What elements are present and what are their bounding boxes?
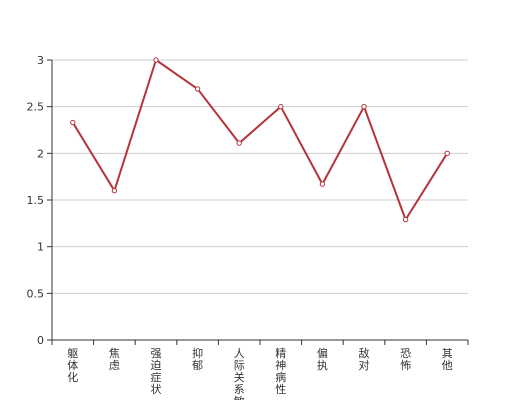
x-tick-label: 偏执 <box>317 346 328 372</box>
y-tick-label: 1 <box>37 241 44 254</box>
data-point[interactable] <box>153 57 159 63</box>
y-tick-label: 2 <box>37 147 44 160</box>
data-point[interactable] <box>111 187 118 194</box>
y-axis: 0 0.5 1 1.5 2 2.5 3 <box>27 54 53 347</box>
data-point[interactable] <box>319 181 326 187</box>
data-point[interactable] <box>194 86 201 92</box>
series-line <box>71 59 449 221</box>
data-point[interactable] <box>70 119 76 126</box>
y-tick-label: 0 <box>37 334 44 347</box>
data-point[interactable] <box>402 216 409 223</box>
y-tick-label: 0.5 <box>27 287 45 300</box>
data-point[interactable] <box>236 140 242 146</box>
x-tick-label: 强迫症状 <box>151 347 162 396</box>
x-tick-label: 焦虑 <box>109 347 120 372</box>
x-tick-label: 其他 <box>442 347 453 372</box>
data-point[interactable] <box>361 103 367 110</box>
y-tick-label: 2.5 <box>27 101 45 114</box>
x-axis: 躯体化 焦虑 强迫症状 抑郁 人际关系敏感 精神病性 偏执 敌对 恐怖 其他 <box>51 339 469 400</box>
x-tick-label: 人际关系敏感 <box>234 347 245 400</box>
x-tick-label: 抑郁 <box>192 346 203 372</box>
y-tick-label: 3 <box>37 54 44 67</box>
x-tick-label: 敌对 <box>359 346 370 372</box>
data-point[interactable] <box>444 150 450 157</box>
series-layer <box>70 57 450 223</box>
x-tick-label: 躯体化 <box>67 347 78 384</box>
x-tick-label: 精神病性 <box>275 347 286 396</box>
data-point[interactable] <box>278 103 284 110</box>
x-tick-label: 恐怖 <box>400 347 411 372</box>
y-tick-label: 1.5 <box>27 194 45 207</box>
grid-lines <box>52 59 468 294</box>
